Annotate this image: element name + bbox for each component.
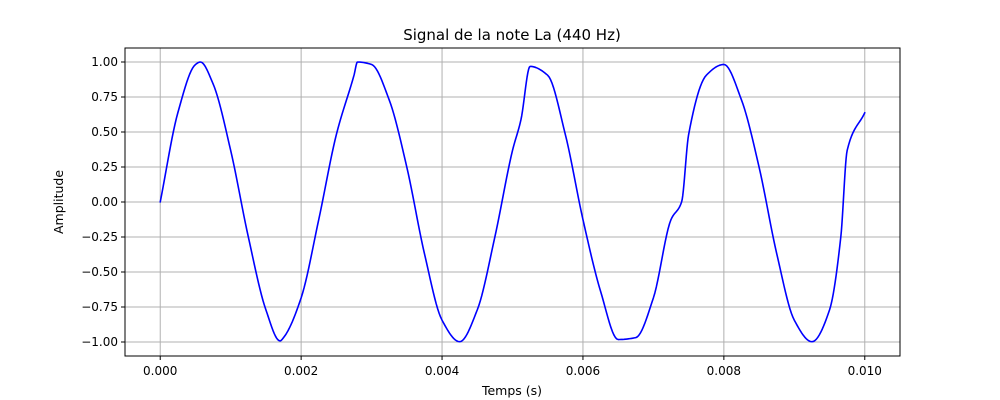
y-tick-label: 0.50 xyxy=(91,125,118,139)
y-tick-label: −0.25 xyxy=(81,230,118,244)
chart-title: Signal de la note La (440 Hz) xyxy=(403,26,621,44)
y-tick-label: 0.75 xyxy=(91,90,118,104)
x-tick-label: 0.002 xyxy=(284,364,318,378)
signal-line xyxy=(159,61,866,343)
y-tick-label: 1.00 xyxy=(91,55,118,69)
y-tick-label: −1.00 xyxy=(81,335,118,349)
x-tick-label: 0.000 xyxy=(143,364,177,378)
y-tick-label: 0.25 xyxy=(91,160,118,174)
y-tick-label: −0.75 xyxy=(81,300,118,314)
x-axis-label: Temps (s) xyxy=(481,383,542,398)
x-tick-label: 0.004 xyxy=(425,364,459,378)
x-tick-label: 0.010 xyxy=(848,364,882,378)
y-axis-label: Amplitude xyxy=(51,170,66,234)
x-tick-label: 0.006 xyxy=(566,364,600,378)
y-tick-label: −0.50 xyxy=(81,265,118,279)
y-tick-label: 0.00 xyxy=(91,195,118,209)
grid-lines xyxy=(125,48,900,356)
axis-ticks: 0.000 0.002 0.004 0.006 0.008 0.010 1.00 0.75 0.… xyxy=(81,55,882,378)
x-tick-label: 0.008 xyxy=(707,364,741,378)
